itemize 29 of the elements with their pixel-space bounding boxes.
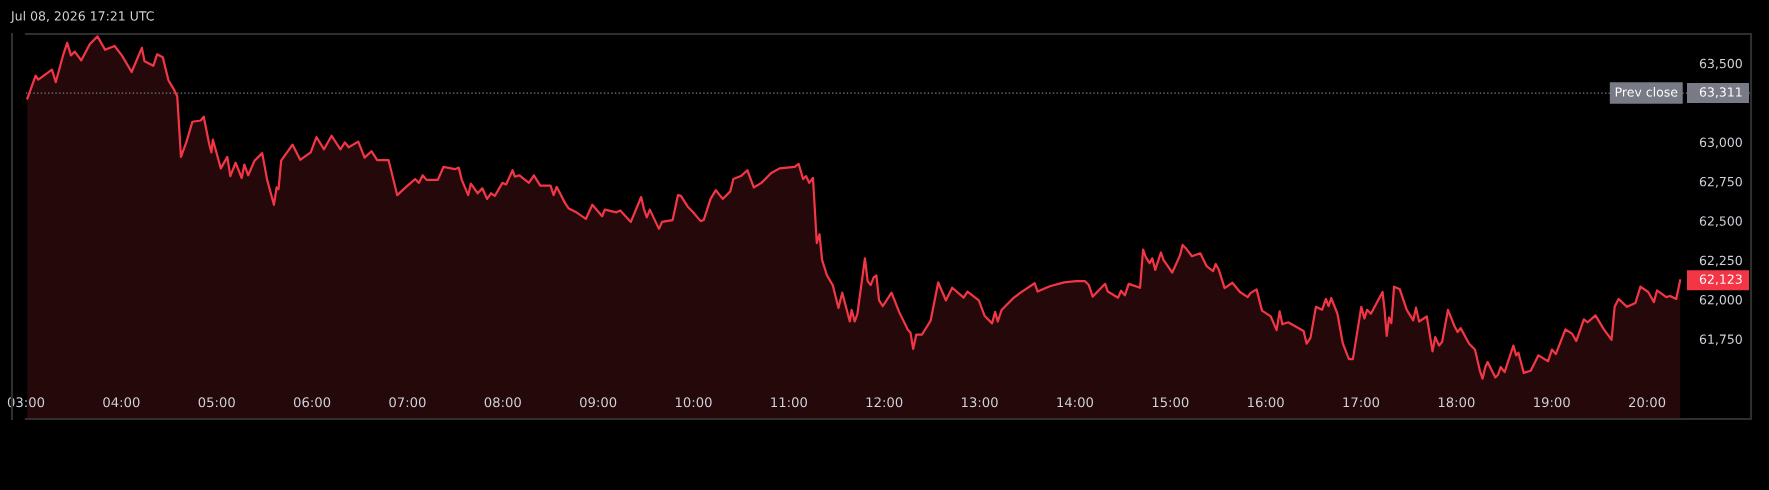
x-tick-label: 19:00 [1534, 397, 1570, 408]
annotation: 62,123 [1699, 274, 1742, 286]
y-tick-label: 62,000 [1699, 295, 1742, 306]
x-tick-label: 14:00 [1057, 397, 1094, 408]
x-tick-label: 05:00 [198, 397, 235, 408]
x-tick-label: 04:00 [103, 397, 140, 408]
y-tick-label: 61,750 [1699, 334, 1742, 346]
x-tick-label: 16:00 [1248, 397, 1284, 408]
x-tick-label: 07:00 [389, 397, 426, 408]
x-tick-label: 08:00 [484, 397, 521, 408]
x-tick-label: 15:00 [1152, 397, 1189, 408]
y-tick-label: 62,500 [1699, 216, 1742, 228]
x-tick-label: 09:00 [580, 397, 617, 408]
annotation: 63,311 [1699, 87, 1742, 98]
chart-title: Jul 08, 2026 17:21 UTC [10, 10, 154, 23]
x-tick-label: 06:00 [293, 397, 331, 408]
y-tick-label: 62,250 [1699, 255, 1742, 267]
y-tick-label: 63,500 [1699, 58, 1742, 70]
ref-line-label: Prev close [1615, 87, 1678, 97]
x-tick-label: 11:00 [771, 397, 807, 408]
y-tick-label: 62,750 [1699, 176, 1742, 188]
x-tick-label: 12:00 [866, 397, 903, 408]
x-tick-label: 17:00 [1343, 397, 1380, 408]
x-tick-label: 10:00 [675, 397, 712, 408]
x-tick-label: 13:00 [962, 397, 998, 408]
y-tick-label: 63,000 [1699, 137, 1742, 149]
x-tick-label: 20:00 [1629, 397, 1666, 408]
x-tick-label: 18:00 [1438, 397, 1475, 408]
x-tick-label: 03:00 [7, 397, 45, 408]
